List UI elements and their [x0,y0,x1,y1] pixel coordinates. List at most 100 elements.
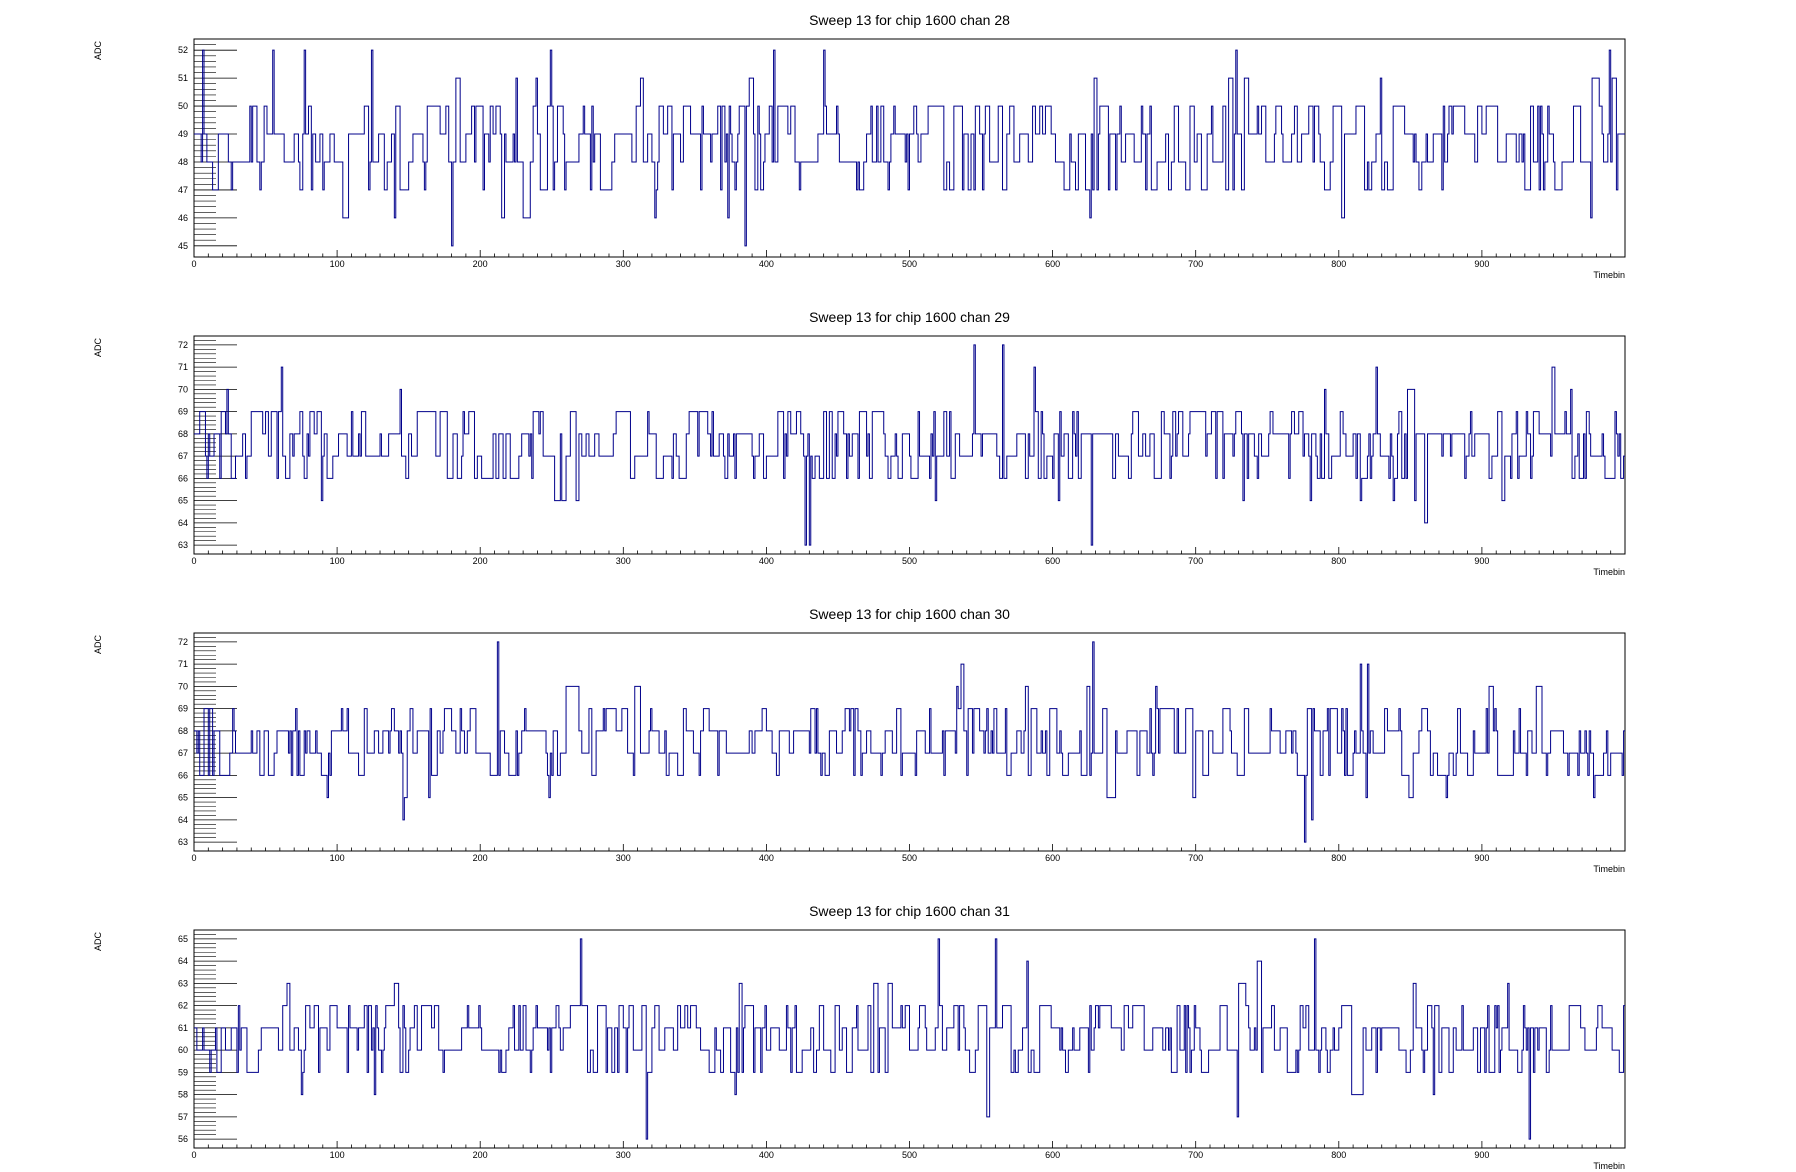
chart-title: Sweep 13 for chip 1600 chan 29 [809,309,1010,325]
x-tick-label: 800 [1331,556,1346,566]
x-tick-label: 700 [1188,1150,1203,1160]
x-tick-label: 600 [1045,853,1060,863]
y-tick-label: 50 [178,101,188,111]
y-tick-label: 71 [178,659,188,669]
y-tick-label: 66 [178,473,188,483]
chart-title: Sweep 13 for chip 1600 chan 30 [809,606,1010,622]
x-tick-label: 800 [1331,259,1346,269]
y-tick-label: 45 [178,241,188,251]
y-tick-label: 65 [178,793,188,803]
y-tick-label: 69 [178,407,188,417]
x-tick-label: 400 [759,259,774,269]
y-tick-label: 65 [178,934,188,944]
x-tick-label: 600 [1045,259,1060,269]
x-tick-label: 100 [330,556,345,566]
chart-panel-0: Sweep 13 for chip 1600 chan 28 ADC Timebin… [93,12,1626,280]
y-tick-label: 63 [178,978,188,988]
y-tick-label: 47 [178,185,188,195]
x-tick-label: 600 [1045,556,1060,566]
x-tick-label: 800 [1331,1150,1346,1160]
y-tick-label: 66 [178,770,188,780]
x-tick-label: 200 [473,556,488,566]
x-tick-label: 200 [473,259,488,269]
y-tick-label: 59 [178,1067,188,1077]
x-tick-label: 400 [759,1150,774,1160]
x-tick-label: 200 [473,1150,488,1160]
x-tick-label: 100 [330,259,345,269]
series-line-0 [194,641,1625,843]
series-line-0 [194,49,1625,247]
x-tick-label: 500 [902,259,917,269]
x-axis-label: Timebin [1593,567,1625,577]
x-axis-label: Timebin [1593,864,1625,874]
y-tick-label: 58 [178,1090,188,1100]
y-axis-label: ADC [93,635,103,655]
y-axis-label: ADC [93,41,103,61]
y-tick-label: 68 [178,726,188,736]
y-tick-label: 64 [178,815,188,825]
x-tick-label: 0 [191,556,196,566]
y-tick-label: 70 [178,384,188,394]
x-tick-label: 0 [191,853,196,863]
x-tick-label: 0 [191,259,196,269]
y-tick-label: 71 [178,362,188,372]
x-tick-label: 800 [1331,853,1346,863]
x-tick-label: 300 [616,556,631,566]
x-tick-label: 900 [1474,556,1489,566]
x-tick-label: 400 [759,556,774,566]
y-tick-label: 67 [178,451,188,461]
y-tick-label: 64 [178,956,188,966]
chart-title: Sweep 13 for chip 1600 chan 31 [809,903,1010,919]
y-tick-label: 57 [178,1112,188,1122]
x-tick-label: 600 [1045,1150,1060,1160]
chart-panel-3: Sweep 13 for chip 1600 chan 31 ADC Timebin… [93,903,1626,1171]
y-tick-label: 46 [178,213,188,223]
series-line-0 [194,938,1625,1140]
y-tick-label: 63 [178,540,188,550]
y-tick-label: 67 [178,748,188,758]
x-tick-label: 200 [473,853,488,863]
y-tick-label: 51 [178,73,188,83]
y-tick-label: 72 [178,340,188,350]
y-tick-label: 63 [178,837,188,847]
x-tick-label: 500 [902,853,917,863]
y-tick-label: 65 [178,496,188,506]
x-tick-label: 700 [1188,259,1203,269]
series-line-0 [194,344,1625,546]
y-tick-label: 48 [178,157,188,167]
x-tick-label: 300 [616,259,631,269]
y-tick-label: 70 [178,681,188,691]
x-tick-label: 100 [330,853,345,863]
x-tick-label: 700 [1188,556,1203,566]
y-tick-label: 60 [178,1045,188,1055]
y-tick-label: 64 [178,518,188,528]
x-tick-label: 900 [1474,259,1489,269]
x-axis-label: Timebin [1593,270,1625,280]
x-tick-label: 300 [616,1150,631,1160]
plot-frame [193,632,1626,852]
y-tick-label: 56 [178,1134,188,1144]
y-tick-label: 68 [178,429,188,439]
x-tick-label: 400 [759,853,774,863]
chart-panel-1: Sweep 13 for chip 1600 chan 29 ADC Timebin… [93,309,1626,577]
x-tick-label: 0 [191,1150,196,1160]
x-tick-label: 500 [902,556,917,566]
x-tick-label: 900 [1474,853,1489,863]
y-tick-label: 69 [178,704,188,714]
y-tick-label: 61 [178,1023,188,1033]
y-tick-label: 49 [178,129,188,139]
y-axis-label: ADC [93,338,103,358]
y-tick-label: 62 [178,1001,188,1011]
y-axis-label: ADC [93,932,103,952]
x-tick-label: 300 [616,853,631,863]
x-axis-label: Timebin [1593,1161,1625,1171]
x-tick-label: 100 [330,1150,345,1160]
chart-panel-2: Sweep 13 for chip 1600 chan 30 ADC Timebin… [93,606,1626,874]
x-tick-label: 900 [1474,1150,1489,1160]
x-tick-label: 700 [1188,853,1203,863]
y-tick-label: 72 [178,637,188,647]
chart-title: Sweep 13 for chip 1600 chan 28 [809,12,1010,28]
y-tick-label: 52 [178,45,188,55]
x-tick-label: 500 [902,1150,917,1160]
